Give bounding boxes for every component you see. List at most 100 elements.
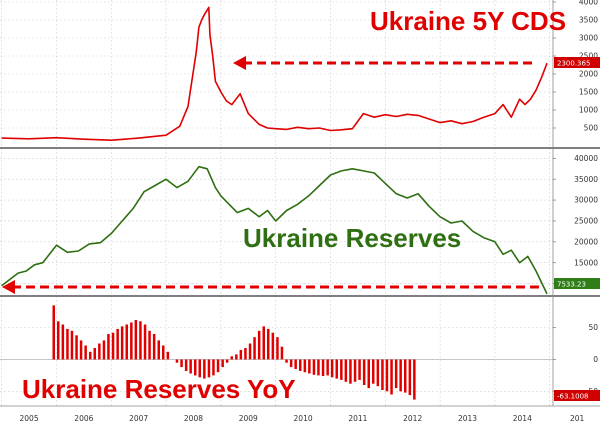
x-tick-label: 2011 bbox=[348, 414, 367, 423]
reserves-arrow bbox=[2, 280, 540, 294]
yoy-bar bbox=[235, 354, 238, 360]
cds-y-tick-label: 3500 bbox=[579, 16, 598, 25]
yoy-bar bbox=[353, 359, 357, 382]
yoy-bar bbox=[372, 359, 375, 384]
yoy-bar bbox=[330, 359, 334, 378]
reserves-arrow-head bbox=[2, 280, 15, 294]
yoy-bar bbox=[225, 359, 229, 363]
yoy-bar bbox=[408, 359, 412, 396]
x-tick-label: 2008 bbox=[184, 414, 203, 423]
yoy-bar bbox=[130, 322, 133, 360]
yoy-bar bbox=[303, 359, 307, 373]
yoy-bar bbox=[198, 359, 201, 378]
yoy-bar bbox=[239, 349, 243, 360]
yoy-bar bbox=[194, 359, 197, 376]
yoy-bar bbox=[120, 326, 124, 360]
yoy-bar bbox=[381, 359, 384, 390]
yoy-bar bbox=[93, 348, 96, 360]
yoy-bar bbox=[111, 332, 115, 360]
cds-y-tick-label: 1500 bbox=[579, 88, 598, 97]
yoy-bar bbox=[276, 337, 279, 360]
yoy-bar bbox=[376, 359, 380, 387]
yoy-bar bbox=[189, 359, 192, 374]
yoy-bar bbox=[244, 348, 247, 360]
cds-title: Ukraine 5Y CDS bbox=[370, 6, 566, 36]
yoy-bar bbox=[116, 328, 119, 360]
tick-labels: 2005 2006 2007 2008 2009 2010 2011 2012 2013 2014… bbox=[20, 0, 599, 423]
cds-y-tick-label: 3000 bbox=[579, 34, 598, 43]
cds-y-tick-label: 4000 bbox=[579, 0, 598, 7]
cds-panel bbox=[0, 0, 553, 146]
x-tick-label: 2010 bbox=[294, 414, 313, 423]
reserves-last-value: 7533.23 bbox=[557, 281, 586, 289]
yoy-bar bbox=[413, 359, 416, 400]
yoy-bar bbox=[340, 359, 343, 380]
yoy-bar bbox=[344, 359, 348, 382]
yoy-bar bbox=[317, 359, 320, 376]
yoy-bar bbox=[230, 356, 233, 360]
yoy-bar bbox=[280, 346, 284, 360]
yoy-bar bbox=[262, 326, 265, 360]
reserves-title: Ukraine Reserves bbox=[243, 223, 461, 253]
yoy-bar bbox=[180, 359, 183, 368]
yoy-bar bbox=[166, 351, 170, 360]
yoy-bar bbox=[312, 359, 316, 375]
cds-arrow-head bbox=[233, 56, 246, 70]
x-tick-label: 2009 bbox=[239, 414, 258, 423]
x-tick-label: 2005 bbox=[20, 414, 39, 423]
reserves-y-tick-label: 35000 bbox=[574, 175, 598, 184]
cds-y-tick-label: 1000 bbox=[579, 106, 598, 115]
yoy-bar bbox=[148, 330, 151, 360]
x-tick-label: 2014 bbox=[513, 414, 532, 423]
cds-arrow bbox=[233, 56, 536, 70]
yoy-bar bbox=[216, 359, 220, 373]
reserves-line bbox=[1, 165, 548, 295]
x-tick-label: 2006 bbox=[74, 414, 93, 423]
yoy-bar bbox=[207, 359, 211, 378]
yoy-bar bbox=[75, 335, 78, 360]
yoy-bar bbox=[84, 345, 87, 360]
yoy-last-value-badge: -63.1008 bbox=[554, 390, 600, 401]
yoy-y-tick-label: 0 bbox=[593, 355, 598, 364]
yoy-y-tick-label: 50 bbox=[588, 323, 598, 332]
yoy-bar bbox=[399, 359, 402, 392]
yoy-bar bbox=[299, 359, 302, 371]
yoy-bar bbox=[157, 340, 160, 360]
yoy-bar bbox=[248, 343, 252, 360]
yoy-bar bbox=[125, 324, 128, 360]
yoy-bar bbox=[162, 345, 165, 360]
yoy-bar bbox=[362, 359, 366, 385]
reserves-y-tick-label: 40000 bbox=[574, 154, 598, 163]
x-tick-label: 2013 bbox=[458, 414, 477, 423]
yoy-bar bbox=[335, 359, 338, 379]
yoy-bar bbox=[107, 334, 110, 360]
series-layer bbox=[1, 6, 548, 400]
yoy-bar bbox=[152, 334, 156, 360]
yoy-bar bbox=[321, 359, 325, 376]
yoy-bar bbox=[253, 337, 256, 360]
yoy-bar bbox=[367, 359, 370, 389]
yoy-bar bbox=[52, 305, 55, 360]
yoy-bar bbox=[212, 359, 215, 376]
yoy-bar bbox=[385, 359, 389, 392]
yoy-bar bbox=[294, 359, 297, 369]
yoy-bar bbox=[326, 359, 329, 376]
cds-line bbox=[1, 6, 548, 141]
cds-last-value-badge: 2300.365 bbox=[554, 57, 600, 68]
reserves-y-tick-label: 20000 bbox=[574, 237, 598, 246]
x-tick-label: 2007 bbox=[129, 414, 148, 423]
yoy-bar bbox=[66, 328, 69, 360]
yoy-bar bbox=[394, 359, 398, 389]
yoy-bar bbox=[184, 359, 188, 371]
yoy-bar bbox=[271, 332, 275, 360]
yoy-bar bbox=[134, 320, 138, 360]
reserves-panel bbox=[0, 150, 553, 294]
x-tick-label: 2012 bbox=[403, 414, 422, 423]
reserves-last-value-badge: 7533.23 bbox=[554, 278, 600, 289]
yoy-bar bbox=[221, 359, 224, 368]
cds-last-value: 2300.365 bbox=[557, 60, 590, 68]
yoy-bar bbox=[175, 359, 179, 363]
yoy-title: Ukraine Reserves YoY bbox=[22, 374, 296, 404]
reserves-y-tick-label: 25000 bbox=[574, 217, 598, 226]
